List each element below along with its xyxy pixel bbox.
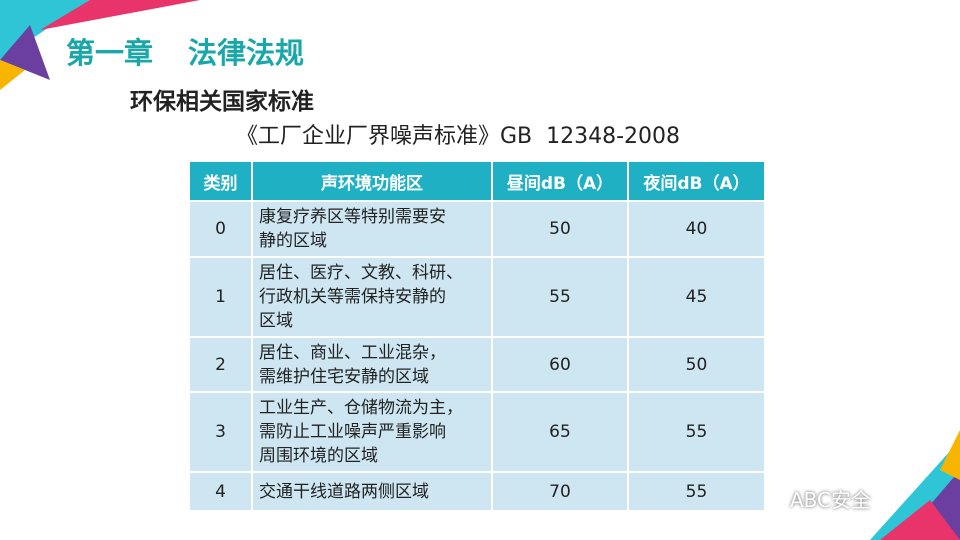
cell-line: 区域 (259, 311, 293, 331)
cell: 40 (627, 200, 766, 258)
cell: 55 (627, 471, 766, 512)
cell: 65 (491, 391, 629, 473)
cell-line: 工业生产、仓储物流为主， (259, 398, 463, 418)
cell-line: 行政机关等需保持安静的 (259, 287, 446, 307)
column-header: 昼间dB（A） (491, 160, 629, 202)
cell: 0 (188, 200, 253, 258)
caption: 《工厂企业厂界噪声标准》GB 12348-2008 (236, 124, 681, 149)
cell-line: 居住、商业、工业混杂， (259, 342, 446, 363)
cell: 3 (188, 391, 253, 473)
table-row: 4 交通干线道路两侧区域 70 55 (188, 471, 766, 512)
table: 类别 声环境功能区 昼间dB（A） 夜间dB（A） 0 康复疗养区等特别需要安 静的区域 50… (188, 160, 766, 512)
cell: 交通干线道路两侧区域 (251, 471, 493, 512)
cell: 50 (491, 200, 629, 258)
cell: 1 (188, 256, 253, 338)
cell: 55 (491, 256, 629, 338)
cell: 2 (188, 336, 253, 393)
cell-line: 需防止工业噪声严重影响 (259, 422, 446, 442)
column-header: 类别 (188, 160, 253, 202)
title: 法律法规 (188, 36, 305, 70)
cell: 居住、医疗、文教、科研、 行政机关等需保持安静的 区域 (251, 256, 493, 338)
table-row: 1 居住、医疗、文教、科研、 行政机关等需保持安静的 区域 55 45 (188, 256, 766, 338)
table-row: 0 康复疗养区等特别需要安 静的区域 50 40 (188, 200, 766, 258)
cell: 50 (627, 336, 766, 393)
subtitle: 环保相关国家标准 (130, 89, 314, 115)
watermark: ABC安全 (790, 488, 872, 512)
cell-line: 交通干线道路两侧区域 (259, 481, 429, 502)
chapter: 第一章 (66, 36, 154, 70)
cell-line: 需维护住宅安静的区域 (259, 366, 429, 387)
cell: 4 (188, 471, 253, 512)
cell: 55 (627, 391, 766, 473)
table-row: 3 工业生产、仓储物流为主， 需防止工业噪声严重影响 周围环境的区域 65 55 (188, 391, 766, 473)
cell-line: 居住、医疗、文教、科研、 (259, 263, 463, 283)
cell-line: 康复疗养区等特别需要安 (259, 207, 446, 227)
cell-line: 周围环境的区域 (259, 446, 378, 466)
cell: 70 (491, 471, 629, 512)
cell: 康复疗养区等特别需要安 静的区域 (251, 200, 493, 258)
cell: 居住、商业、工业混杂， 需维护住宅安静的区域 (251, 336, 493, 393)
cell-line: 静的区域 (259, 231, 327, 251)
column-header: 声环境功能区 (251, 160, 493, 202)
cell: 工业生产、仓储物流为主， 需防止工业噪声严重影响 周围环境的区域 (251, 391, 493, 473)
column-header: 夜间dB（A） (627, 160, 766, 202)
cell: 60 (491, 336, 629, 393)
cell: 45 (627, 256, 766, 338)
table-row: 2 居住、商业、工业混杂， 需维护住宅安静的区域 60 50 (188, 336, 766, 393)
